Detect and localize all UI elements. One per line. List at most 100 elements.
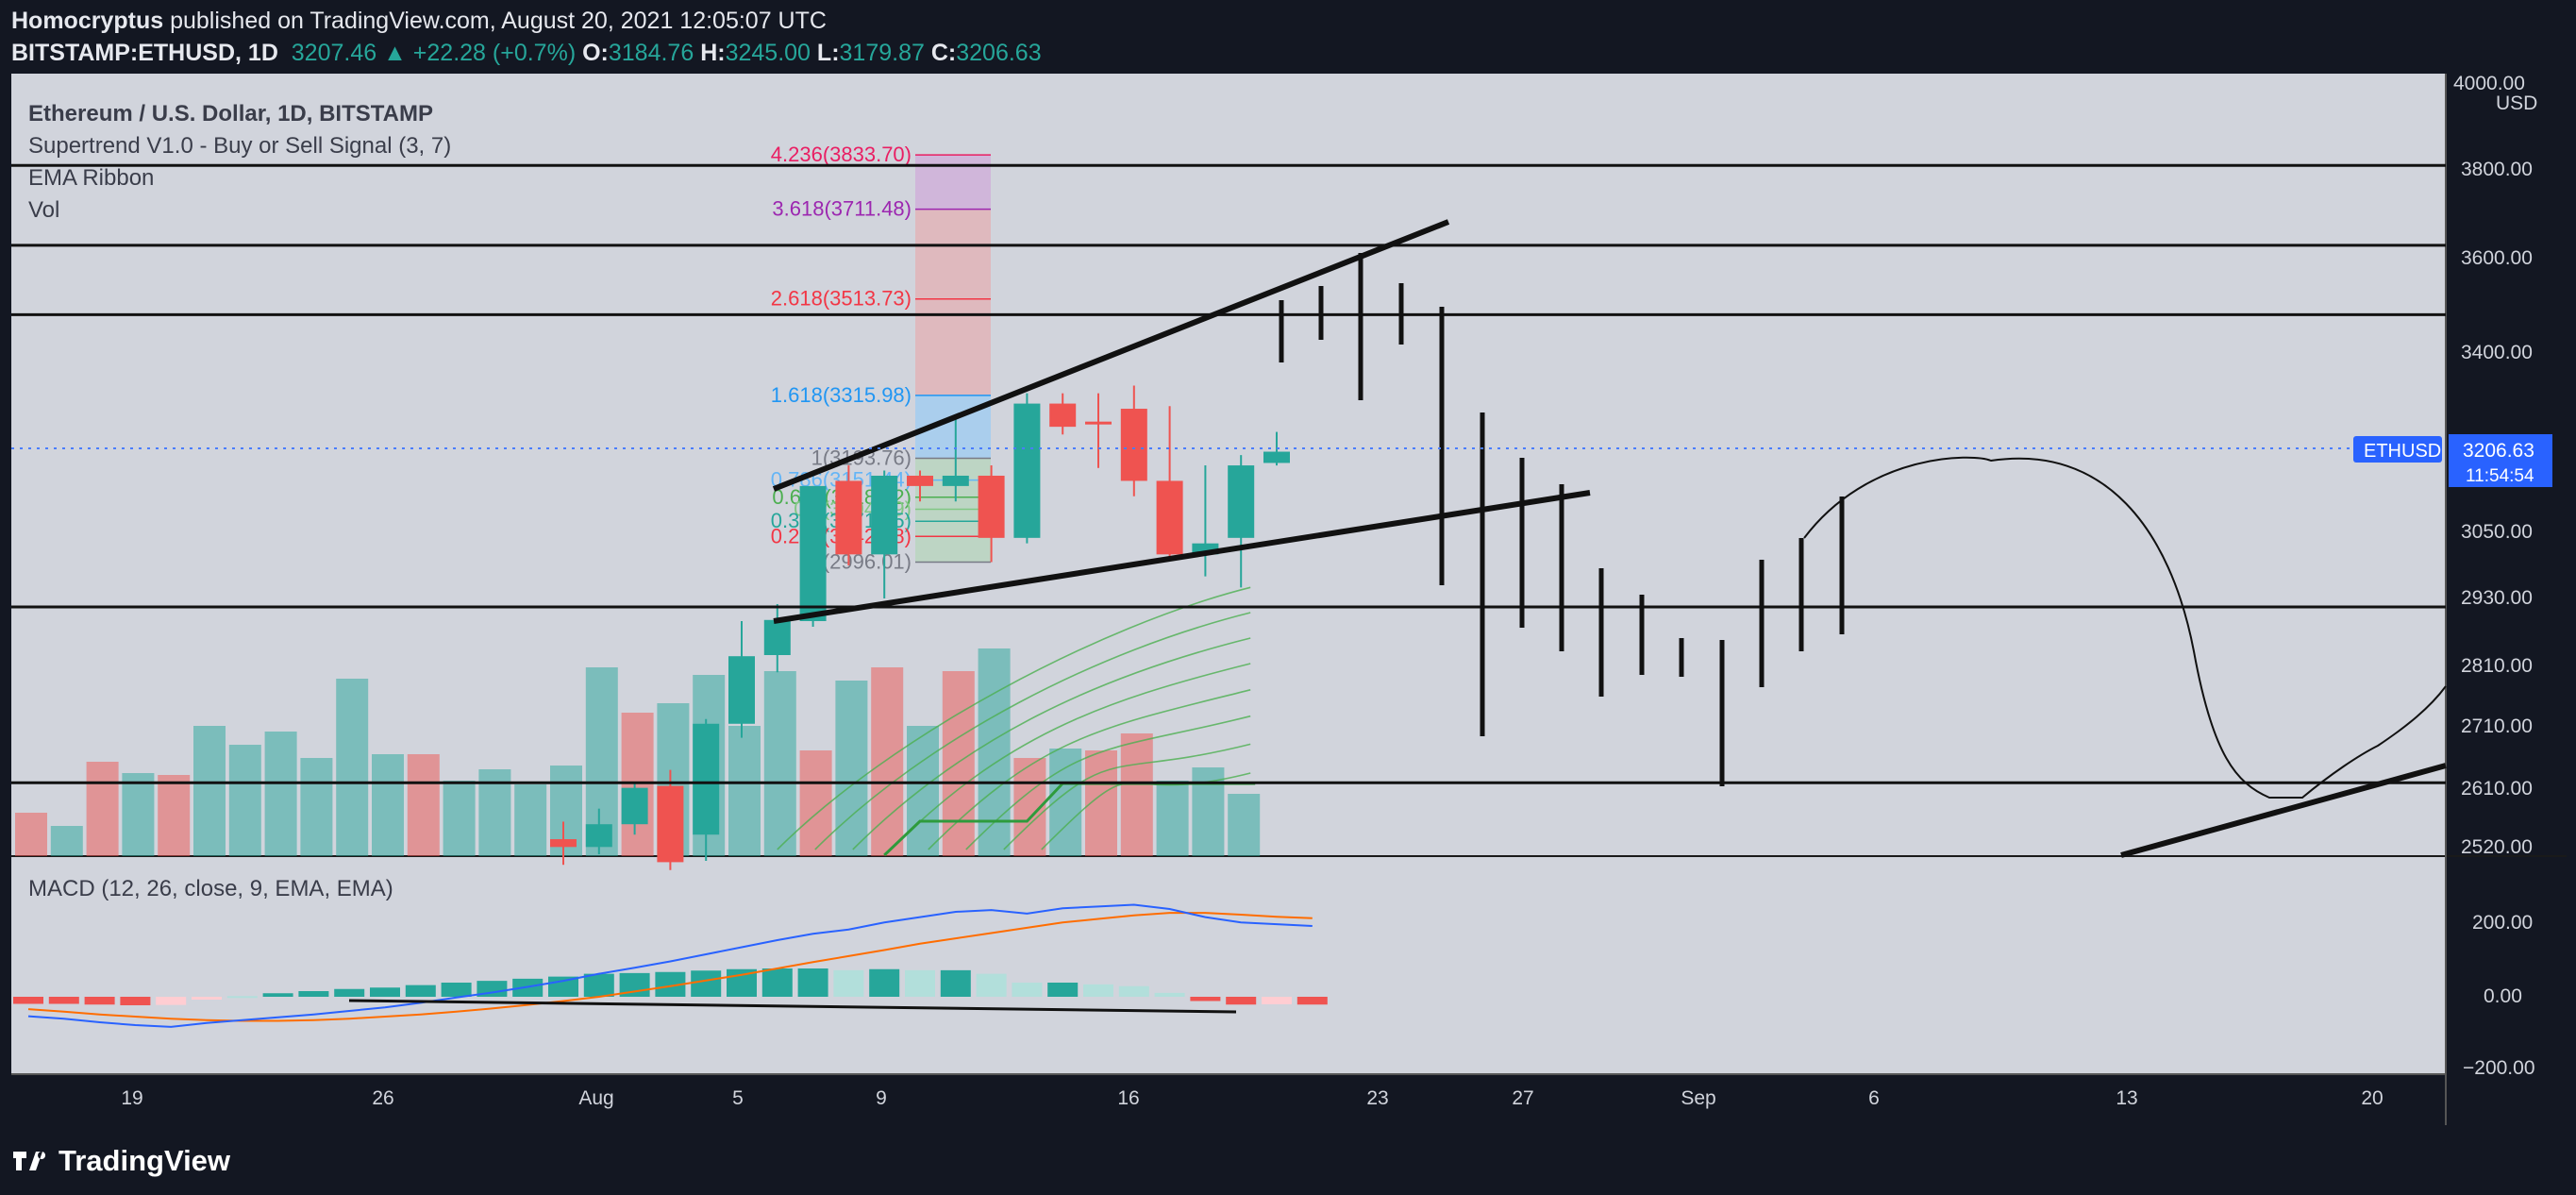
macd-histogram-bar [1118, 985, 1149, 997]
macd-histogram-bar [1083, 984, 1113, 997]
volume-bar [621, 713, 654, 856]
macd-tick: 200.00 [2472, 912, 2533, 934]
low-label: L: [816, 40, 840, 66]
macd-axis[interactable]: 200.00 0.00 −200.00 [2463, 912, 2535, 1079]
wedge-lower-trendline [773, 490, 1591, 624]
publish-info: published on TradingView.com, August 20,… [170, 8, 827, 34]
time-label: 23 [1366, 1087, 1388, 1109]
volume-bar [835, 681, 868, 856]
macd-histogram-bar [797, 968, 828, 997]
symbol-tag-text: ETHUSD [2364, 441, 2441, 462]
volume-bar [228, 745, 261, 856]
fib-zone [915, 209, 991, 396]
legend-supertrend[interactable]: Supertrend V1.0 - Buy or Sell Signal (3,… [28, 133, 451, 159]
volume-bar [86, 762, 119, 856]
macd-histogram-bar [833, 969, 864, 997]
tradingview-logo-icon [13, 1152, 46, 1170]
wedge-upper-trendline [772, 219, 1450, 492]
time-label: 13 [2116, 1087, 2137, 1109]
legend-title: Ethereum / U.S. Dollar, 1D, BITSTAMP [28, 101, 433, 126]
volume-bar [1156, 781, 1189, 856]
time-axis[interactable]: 19 26 Aug 5 9 16 23 27 Sep 6 13 20 [121, 1087, 2383, 1109]
macd-divergence-line [348, 999, 1237, 1014]
volume-bar [407, 754, 440, 856]
volume-bar [193, 726, 226, 856]
candle-body [1013, 403, 1041, 538]
volume-bar [799, 750, 832, 856]
macd-histogram-bar [262, 993, 293, 997]
price-tick: 2810.00 [2461, 655, 2533, 677]
macd-histogram-bar [1154, 992, 1185, 997]
legend-volume[interactable]: Vol [28, 197, 59, 223]
ema-ribbon-line [852, 637, 1251, 850]
price-tick: 2610.00 [2461, 778, 2533, 799]
macd-histogram-bar [905, 969, 935, 997]
projected-path-curve [1803, 456, 2447, 799]
volume-bar [942, 671, 975, 856]
symbol-label: BITSTAMP:ETHUSD, 1D [11, 40, 278, 66]
author-name[interactable]: Homocryptus [11, 8, 164, 34]
price-tick: 2930.00 [2461, 587, 2533, 609]
fib-level-label: 2.618(3513.73) [771, 287, 912, 311]
last-price: 3207.46 [291, 40, 377, 66]
volume-bar [871, 667, 904, 856]
candle-body [550, 839, 577, 848]
volume-bar [763, 671, 796, 856]
candle-body [728, 656, 755, 724]
macd-histogram-bar [1262, 997, 1292, 1004]
macd-histogram-bar [583, 973, 614, 997]
macd-histogram-bar [441, 983, 472, 997]
candle-body [871, 475, 898, 555]
macd-tick: −200.00 [2463, 1057, 2535, 1079]
price-unit: USD [2496, 93, 2537, 114]
publish-line: Homocryptus published on TradingView.com… [11, 8, 827, 35]
macd-histogram-bar [405, 985, 436, 997]
price-tick: 3400.00 [2461, 342, 2533, 363]
high-value: 3245.00 [725, 40, 811, 66]
time-label: 16 [1117, 1087, 1139, 1109]
price-tick: 2710.00 [2461, 715, 2533, 737]
macd-histogram-bar [13, 997, 43, 1004]
candle-body [835, 480, 862, 555]
support-trendline [2120, 763, 2447, 858]
volume-bar [50, 826, 83, 856]
macd-histogram-bar [84, 997, 115, 1005]
volume-bar [158, 775, 191, 856]
macd-line [27, 903, 1313, 1028]
price-tick: 4000.00 [2453, 73, 2525, 94]
macd-histogram-bar [226, 996, 258, 999]
macd-histogram-bar [192, 997, 222, 1000]
time-label: 19 [121, 1087, 142, 1109]
candle-body [621, 787, 648, 825]
macd-histogram-bar [370, 987, 400, 997]
candle-body [907, 475, 933, 486]
legend-ema-ribbon[interactable]: EMA Ribbon [28, 165, 154, 191]
price-tick: 3050.00 [2461, 521, 2533, 543]
candle-body [1120, 409, 1147, 481]
candle-body [1085, 421, 1112, 425]
candle-body [1263, 451, 1290, 463]
macd-histogram-bar [761, 968, 793, 997]
candle-body [763, 619, 791, 655]
volume-bar [372, 754, 404, 856]
close-value: 3206.63 [956, 40, 1042, 66]
tradingview-logo[interactable]: TradingView [13, 1144, 230, 1178]
price-change: ▲ +22.28 (+0.7%) [383, 40, 577, 66]
macd-histogram-bar [334, 988, 365, 997]
fib-level-label: 4.236(3833.70) [771, 143, 912, 166]
candle-body [942, 475, 969, 486]
chart-panel-bg [11, 74, 2446, 1074]
candle-body [1228, 465, 1255, 538]
brand-name: TradingView [59, 1144, 231, 1177]
candle-body [799, 485, 827, 621]
macd-histogram-bar [1012, 983, 1043, 997]
legend-macd[interactable]: MACD (12, 26, close, 9, EMA, EMA) [28, 876, 393, 901]
volume-bar [978, 648, 1011, 856]
price-axis[interactable]: USD 4000.00 3800.00 3600.00 3400.00 3050… [2453, 73, 2537, 858]
ema-ribbon-line [814, 612, 1251, 850]
volume-bar [1120, 733, 1153, 856]
time-label: 26 [372, 1087, 393, 1109]
volume-bar [336, 679, 369, 856]
candle-body [585, 824, 612, 848]
